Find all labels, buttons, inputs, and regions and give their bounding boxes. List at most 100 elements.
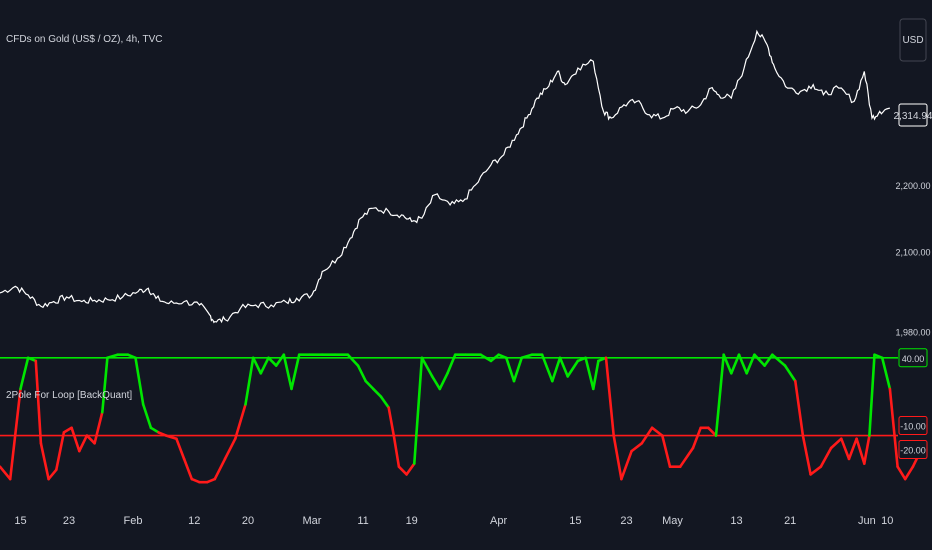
symbol-title: CFDs on Gold (US$ / OZ), 4h, TVC xyxy=(6,34,163,45)
oscillator-segment xyxy=(479,353,493,363)
time-axis-tick-label: 20 xyxy=(242,515,254,527)
oscillator-segment xyxy=(371,387,383,399)
oscillator-segment xyxy=(282,353,293,391)
oscillator-segment xyxy=(62,426,73,434)
oscillator-segment xyxy=(0,465,12,481)
oscillator-segment xyxy=(873,353,884,360)
oscillator-segment xyxy=(182,457,194,481)
oscillator-segment xyxy=(251,356,263,375)
time-axis-tick-label: May xyxy=(662,515,683,527)
oscillator-segment xyxy=(691,426,703,450)
time-axis-tick-label: Apr xyxy=(490,515,507,527)
oscillator-segment xyxy=(290,353,301,391)
oscillator-segment xyxy=(190,477,201,484)
oscillator-segment xyxy=(259,356,270,375)
oscillator-segment xyxy=(54,431,66,472)
oscillator-segment xyxy=(809,465,823,476)
oscillator-segment xyxy=(267,356,278,367)
oscillator-segment xyxy=(446,353,457,375)
oscillator-segment xyxy=(234,403,247,441)
oscillator-segment xyxy=(584,356,595,391)
oscillator-segment xyxy=(412,356,424,465)
indicator-title: 2Pole For Loop [BackQuant] xyxy=(6,390,132,401)
oscillator-segment xyxy=(604,356,616,437)
oscillator-segment xyxy=(39,441,50,481)
oscillator-segment xyxy=(438,371,449,391)
oscillator-segment xyxy=(430,375,442,391)
oscillator-segment xyxy=(880,356,892,391)
price-axis-tick-label: 1,980.00 xyxy=(895,328,930,338)
indicator-axis-tick: -20.00 xyxy=(898,440,928,460)
price-axis: 1,980.00 2,100.00 2,200.00 xyxy=(895,181,930,338)
time-axis-tick-label: 15 xyxy=(14,515,26,527)
time-axis-tick-label: 15 xyxy=(569,515,581,527)
oscillator-segment xyxy=(763,353,774,367)
oscillator-segment xyxy=(576,356,587,363)
indicator-pane xyxy=(0,353,922,484)
oscillator-segment xyxy=(8,387,22,481)
oscillator-segment xyxy=(896,465,907,481)
time-axis: 15 23 Feb 12 20 Mar 11 19 Apr 15 23 May 13 21 Jun 10 xyxy=(14,515,893,527)
oscillator-segment xyxy=(397,465,408,476)
oscillator-segment xyxy=(650,426,664,437)
indicator-axis-tick-label: 40.00 xyxy=(902,354,925,364)
last-price-label: 2,314.94 xyxy=(894,103,932,127)
oscillator-segment xyxy=(597,356,608,363)
oscillator-segment xyxy=(737,353,749,375)
oscillator-segment xyxy=(106,353,119,360)
oscillator-segment xyxy=(620,449,633,481)
oscillator-segment xyxy=(868,353,876,437)
oscillator-segment xyxy=(819,446,833,469)
oscillator-segment xyxy=(591,359,600,391)
oscillator-segment xyxy=(540,353,554,383)
oscillator-segment xyxy=(364,379,375,391)
oscillator-segment xyxy=(141,403,153,430)
time-axis-tick-label: 21 xyxy=(784,515,796,527)
time-axis-tick-label: Mar xyxy=(303,515,322,527)
oscillator-segment xyxy=(793,379,805,437)
indicator-axis: 40.00 -10.00 -20.00 xyxy=(898,348,928,460)
oscillator-segment xyxy=(223,437,237,461)
oscillator-segment xyxy=(213,457,227,481)
oscillator-segment xyxy=(405,462,416,476)
oscillator-segment xyxy=(753,353,766,367)
oscillator-segment xyxy=(101,356,109,414)
oscillator-segment xyxy=(566,359,580,378)
currency-button[interactable]: USD xyxy=(899,18,927,62)
oscillator-segment xyxy=(149,426,160,434)
oscillator-segment xyxy=(387,406,396,437)
oscillator-segment xyxy=(489,353,500,363)
time-axis-tick-label: 13 xyxy=(730,515,742,527)
oscillator-segment xyxy=(19,356,30,391)
oscillator-segment xyxy=(706,426,718,437)
oscillator-segment xyxy=(829,437,843,450)
oscillator-segment xyxy=(93,410,104,445)
oscillator-segment xyxy=(420,356,434,378)
oscillator-segment xyxy=(660,434,672,469)
oscillator-segment xyxy=(175,437,186,461)
oscillator-segment xyxy=(47,468,58,481)
oscillator-segment xyxy=(770,353,787,367)
oscillator-segment xyxy=(379,395,391,409)
oscillator-segment xyxy=(630,441,644,453)
oscillator-segment xyxy=(550,356,562,383)
oscillator-segment xyxy=(847,437,858,461)
oscillator-segment xyxy=(678,446,695,469)
oscillator-segment xyxy=(862,434,871,465)
indicator-axis-tick-label: -20.00 xyxy=(900,446,926,456)
oscillator-segment xyxy=(504,356,516,383)
price-series-line xyxy=(0,29,891,324)
oscillator-segment xyxy=(839,437,851,461)
oscillator-segment xyxy=(497,353,508,360)
oscillator-segment xyxy=(640,426,654,445)
oscillator-segment xyxy=(205,477,217,484)
oscillator-segment xyxy=(729,353,741,375)
oscillator-segment xyxy=(356,364,368,383)
oscillator-segment xyxy=(244,356,255,406)
time-axis-tick-label: 23 xyxy=(63,515,75,527)
oscillator-segment xyxy=(888,387,899,469)
oscillator-segment xyxy=(85,434,96,445)
last-price-value: 2,314.94 xyxy=(894,111,932,122)
oscillator-segment xyxy=(783,364,797,383)
